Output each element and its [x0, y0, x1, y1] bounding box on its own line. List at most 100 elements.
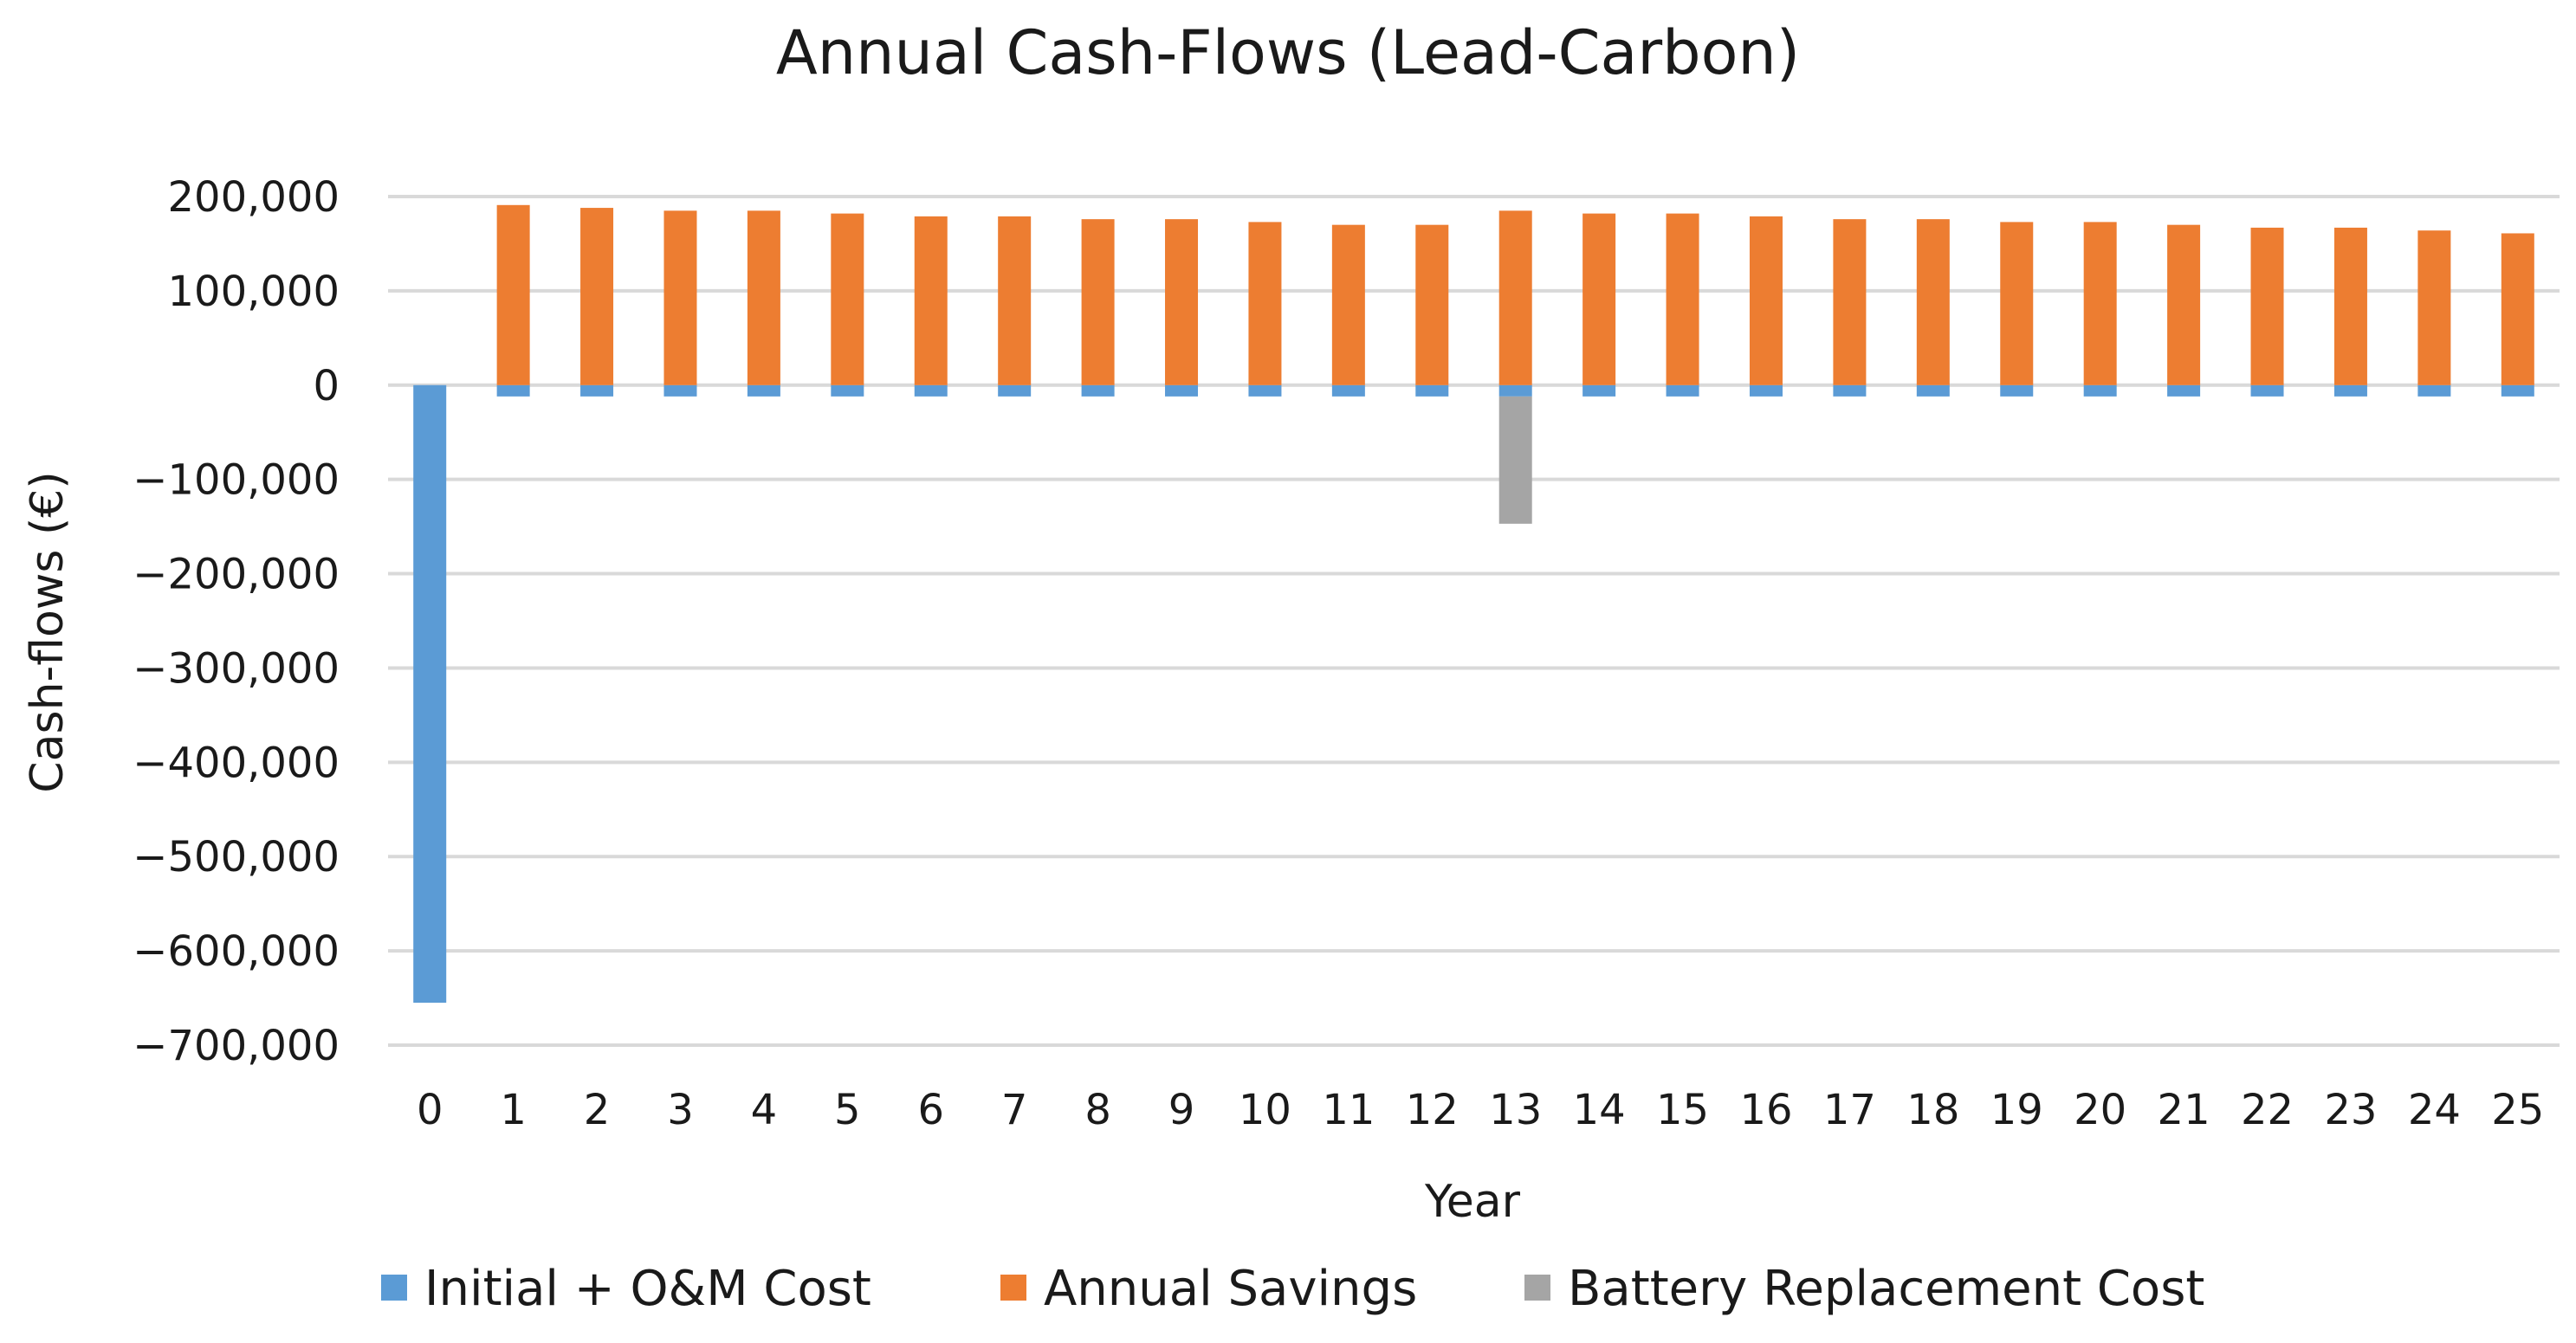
y-tick-label: −200,000 [133, 551, 340, 599]
bar-initial-o-m-cost-year-3 [663, 384, 697, 397]
bar-annual-savings-year-18 [1916, 219, 1950, 385]
bar-initial-o-m-cost-year-1 [496, 384, 530, 397]
bar-annual-savings-year-7 [998, 216, 1032, 385]
legend-label: Initial + O&M Cost [424, 1261, 871, 1317]
bar-initial-o-m-cost-year-19 [2000, 384, 2034, 397]
x-tick-label: 25 [2491, 1086, 2544, 1134]
y-tick-label: −600,000 [133, 927, 340, 976]
x-tick-label: 21 [2158, 1086, 2210, 1134]
bar-initial-o-m-cost-year-10 [1248, 384, 1282, 397]
y-axis-ticks: 200,000 100,000 0 −100,000 −200,000 −300,000 −… [133, 173, 340, 1070]
bar-initial-o-m-cost-year-18 [1916, 384, 1950, 397]
bar-initial-o-m-cost-year-17 [1833, 384, 1867, 397]
x-tick-label: 1 [500, 1086, 527, 1134]
y-axis-label: Cash-flows (€) [22, 471, 74, 792]
y-tick-label: −500,000 [133, 833, 340, 881]
x-axis-ticks: 0 1 2 3 4 5 6 7 8 9 10 11 12 13 14 15 16 17 18 19 20 21 22 23 24… [417, 1086, 2544, 1134]
x-tick-label: 3 [667, 1086, 694, 1134]
bar-initial-o-m-cost-year-12 [1415, 384, 1449, 397]
legend-swatch [1000, 1275, 1026, 1301]
legend-swatch [381, 1275, 407, 1301]
bar-annual-savings-year-17 [1833, 219, 1867, 385]
x-tick-label: 24 [2408, 1086, 2461, 1134]
x-tick-label: 5 [834, 1086, 861, 1134]
bar-initial-o-m-cost-year-9 [1165, 384, 1199, 397]
chart-title: Annual Cash-Flows (Lead-Carbon) [776, 17, 1800, 88]
y-tick-label: 200,000 [168, 173, 340, 222]
bar-annual-savings-year-19 [2000, 222, 2034, 385]
x-tick-label: 20 [2074, 1086, 2126, 1134]
x-tick-label: 7 [1001, 1086, 1028, 1134]
bar-annual-savings-year-4 [747, 210, 780, 385]
bar-annual-savings-year-9 [1165, 219, 1199, 385]
bar-initial-o-m-cost-year-22 [2250, 384, 2284, 397]
legend-label: Annual Savings [1044, 1261, 1417, 1317]
y-tick-label: −700,000 [133, 1022, 340, 1070]
bar-annual-savings-year-11 [1331, 224, 1365, 385]
x-tick-label: 23 [2324, 1086, 2377, 1134]
bar-initial-o-m-cost-year-5 [831, 384, 864, 397]
y-tick-label: −400,000 [133, 739, 340, 787]
bar-initial-o-m-cost-year-8 [1081, 384, 1115, 397]
x-tick-label: 22 [2241, 1086, 2294, 1134]
bar-initial-o-m-cost-year-23 [2333, 384, 2367, 397]
x-tick-label: 11 [1322, 1086, 1375, 1134]
x-tick-label: 0 [417, 1086, 443, 1134]
bar-initial-o-m-cost-year-20 [2083, 384, 2117, 397]
x-tick-label: 9 [1168, 1086, 1195, 1134]
bar-initial-o-m-cost-year-24 [2417, 384, 2451, 397]
bar-annual-savings-year-14 [1582, 213, 1616, 385]
x-tick-label: 8 [1084, 1086, 1111, 1134]
bar-initial-o-m-cost-year-11 [1331, 384, 1365, 397]
bar-annual-savings-year-1 [496, 204, 530, 385]
bar-annual-savings-year-10 [1248, 222, 1282, 385]
bar-initial-o-m-cost-year-7 [998, 384, 1032, 397]
bar-initial-o-m-cost-year-16 [1749, 384, 1783, 397]
legend-swatch [1524, 1275, 1550, 1301]
bar-annual-savings-year-24 [2417, 230, 2451, 385]
x-tick-label: 18 [1906, 1086, 1959, 1134]
x-tick-label: 14 [1573, 1086, 1626, 1134]
bar-annual-savings-year-12 [1415, 224, 1449, 385]
x-tick-label: 15 [1656, 1086, 1709, 1134]
y-tick-label: −100,000 [133, 456, 340, 505]
bar-initial-o-m-cost-year-0 [413, 384, 447, 1003]
y-tick-label: 100,000 [168, 268, 340, 316]
bars [413, 204, 2534, 1003]
bar-annual-savings-year-3 [663, 210, 697, 385]
bar-initial-o-m-cost-year-25 [2501, 384, 2534, 397]
gridlines [388, 195, 2560, 1047]
bar-initial-o-m-cost-year-2 [580, 384, 614, 397]
bar-initial-o-m-cost-year-15 [1666, 384, 1699, 397]
bar-annual-savings-year-6 [914, 216, 948, 385]
bar-initial-o-m-cost-year-13 [1498, 384, 1532, 397]
legend-label: Battery Replacement Cost [1568, 1261, 2204, 1317]
bar-annual-savings-year-23 [2333, 227, 2367, 385]
y-tick-label: 0 [313, 362, 340, 410]
x-tick-label: 10 [1239, 1086, 1291, 1134]
x-tick-label: 13 [1489, 1086, 1542, 1134]
x-tick-label: 12 [1406, 1086, 1459, 1134]
bar-initial-o-m-cost-year-4 [747, 384, 780, 397]
bar-annual-savings-year-5 [831, 213, 864, 385]
x-axis-label: Year [1424, 1176, 1521, 1228]
bar-annual-savings-year-13 [1498, 210, 1532, 385]
y-tick-label: −300,000 [133, 644, 340, 693]
bar-initial-o-m-cost-year-14 [1582, 384, 1616, 397]
bar-annual-savings-year-25 [2501, 233, 2534, 385]
x-tick-label: 19 [1990, 1086, 2043, 1134]
bar-initial-o-m-cost-year-6 [914, 384, 948, 397]
bar-annual-savings-year-8 [1081, 219, 1115, 385]
x-tick-label: 16 [1739, 1086, 1792, 1134]
x-tick-label: 2 [584, 1086, 611, 1134]
bar-annual-savings-year-16 [1749, 216, 1783, 385]
bar-annual-savings-year-20 [2083, 222, 2117, 385]
bar-battery-replacement-cost-year-13 [1498, 396, 1532, 524]
x-tick-label: 17 [1823, 1086, 1876, 1134]
bar-initial-o-m-cost-year-21 [2167, 384, 2201, 397]
bar-annual-savings-year-15 [1666, 213, 1699, 385]
x-tick-label: 4 [751, 1086, 778, 1134]
bar-annual-savings-year-2 [580, 208, 614, 385]
legend: Initial + O&M Cost Annual Savings Battery … [381, 1261, 2204, 1317]
